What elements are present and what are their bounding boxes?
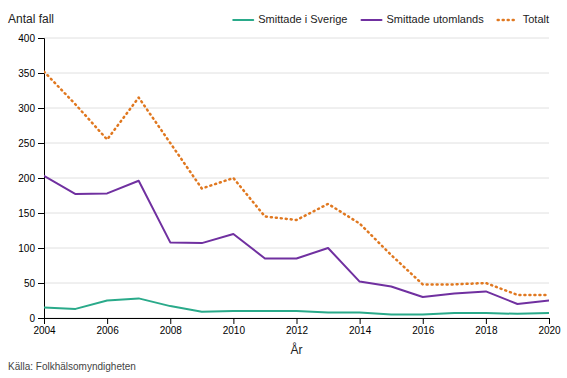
y-tick: 200 — [18, 173, 44, 184]
y-tick-mark — [38, 143, 44, 144]
y-tick: 150 — [18, 208, 44, 219]
y-tick: 300 — [18, 103, 44, 114]
grid-line — [44, 73, 549, 74]
y-tick-label: 0 — [29, 313, 35, 324]
grid-line — [44, 178, 549, 179]
x-tick: 2010 — [223, 318, 246, 336]
legend-label: Smittade utomlands — [386, 13, 484, 25]
y-tick: 250 — [18, 138, 44, 149]
x-tick: 2006 — [97, 318, 120, 336]
x-tick-label: 2014 — [349, 325, 372, 336]
x-tick-label: 2018 — [475, 325, 498, 336]
grid-line — [44, 38, 549, 39]
y-tick-mark — [38, 248, 44, 249]
grid-line — [44, 248, 549, 249]
x-tick: 2020 — [538, 318, 561, 336]
y-tick-label: 200 — [18, 173, 35, 184]
grid-line — [44, 108, 549, 109]
x-tick-mark — [107, 318, 108, 324]
y-tick-mark — [38, 108, 44, 109]
annotation: Källa: Folkhälsomyndigheten — [8, 361, 136, 372]
series-line — [44, 176, 549, 304]
y-tick-label: 250 — [18, 138, 35, 149]
legend-swatch — [498, 19, 518, 22]
y-tick-label: 350 — [18, 68, 35, 79]
x-tick: 2014 — [349, 318, 372, 336]
y-tick-mark — [38, 178, 44, 179]
series-line — [44, 72, 549, 295]
x-tick: 2004 — [33, 318, 56, 336]
y-axis: 0 50 100 150 200 250 300 350 400 — [18, 33, 44, 324]
legend-item: Smittade utomlands — [361, 13, 484, 25]
x-tick: 2018 — [475, 318, 498, 336]
x-tick-mark — [170, 318, 171, 324]
x-tick: 2016 — [412, 318, 435, 336]
legend-label: Totalt — [523, 13, 549, 25]
y-axis-line — [38, 39, 45, 319]
y-tick: 350 — [18, 68, 44, 79]
y-tick-mark — [38, 73, 44, 74]
grid — [44, 38, 549, 318]
y-tick: 50 — [24, 278, 44, 289]
x-tick-label: 2008 — [160, 325, 183, 336]
plot-area — [44, 72, 549, 315]
y-tick-label: 150 — [18, 208, 35, 219]
legend-swatch — [361, 19, 381, 21]
grid-line — [44, 213, 549, 214]
x-tick-label: 2020 — [538, 325, 561, 336]
y-tick-label: 50 — [24, 278, 36, 289]
x-tick-label: 2016 — [412, 325, 435, 336]
legend-item: Totalt — [498, 13, 549, 25]
x-tick-mark — [297, 318, 298, 324]
x-tick-mark — [486, 318, 487, 324]
x-tick-label: 2006 — [97, 325, 120, 336]
y-tick: 400 — [18, 33, 44, 44]
x-tick-label: 2010 — [223, 325, 246, 336]
legend: Smittade i Sverige Smittade utomlands Tota… — [233, 13, 549, 25]
x-tick: 2008 — [160, 318, 183, 336]
chart: 2004 2006 2008 2010 2012 2014 2016 2018 2020 0 50 1… — [0, 0, 567, 378]
grid-line — [44, 143, 549, 144]
y-tick-label: 300 — [18, 103, 35, 114]
y-axis-title: Antal fall — [8, 12, 54, 26]
x-tick-mark — [233, 318, 234, 324]
y-tick: 100 — [18, 243, 44, 254]
y-tick: 0 — [29, 313, 44, 324]
legend-label: Smittade i Sverige — [258, 13, 347, 25]
y-tick-label: 100 — [18, 243, 35, 254]
y-tick-mark — [38, 213, 44, 214]
x-axis: 2004 2006 2008 2010 2012 2014 2016 2018 2020 — [33, 318, 561, 336]
x-tick-label: 2012 — [286, 325, 309, 336]
legend-item: Smittade i Sverige — [233, 13, 347, 25]
x-tick-mark — [360, 318, 361, 324]
y-tick-label: 400 — [18, 33, 35, 44]
y-tick-mark — [38, 283, 44, 284]
x-tick-mark — [423, 318, 424, 324]
x-axis-title: År — [291, 342, 303, 357]
x-axis-line — [45, 319, 550, 325]
x-tick-mark — [549, 318, 550, 324]
x-tick-label: 2004 — [33, 325, 56, 336]
legend-swatch — [233, 19, 253, 21]
x-tick: 2012 — [286, 318, 309, 336]
y-tick-mark — [38, 318, 44, 319]
y-tick-mark — [38, 38, 44, 39]
series-line — [44, 298, 549, 314]
